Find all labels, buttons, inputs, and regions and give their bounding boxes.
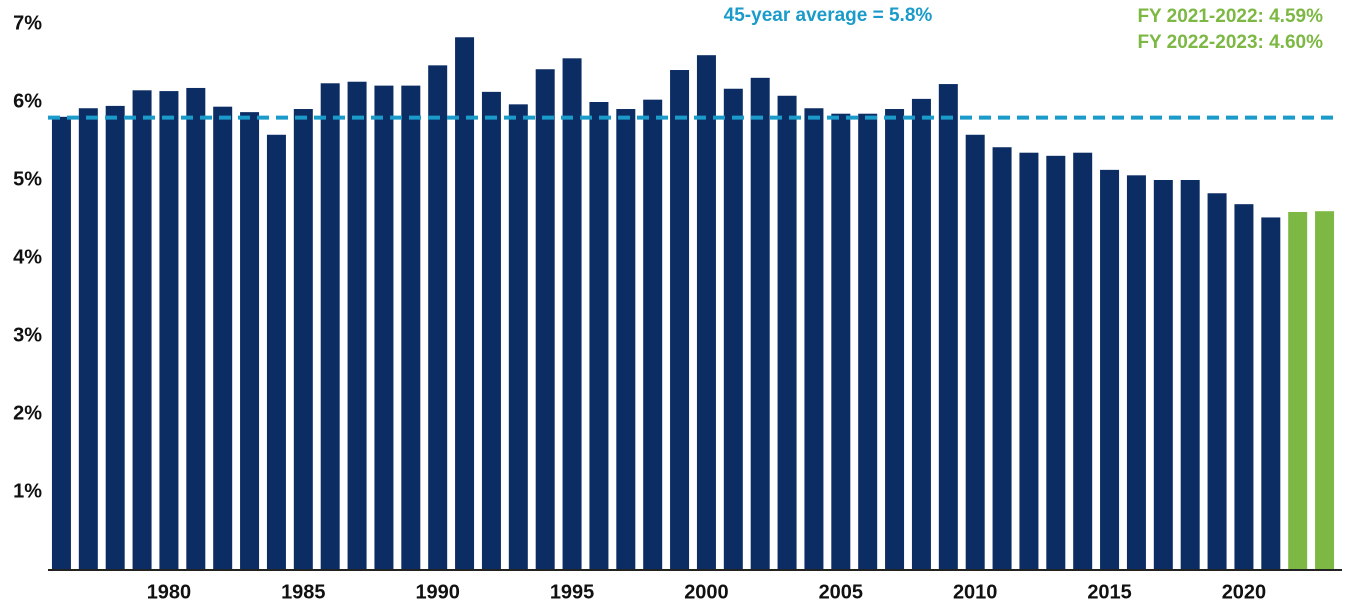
x-tick-label: 1995 <box>550 581 595 603</box>
x-tick-label: 2020 <box>1222 581 1267 603</box>
x-tick-label: 2015 <box>1087 581 1132 603</box>
bar <box>1019 152 1039 570</box>
bar <box>213 106 233 571</box>
average-label: 45-year average = 5.8% <box>724 5 933 26</box>
bar <box>293 109 313 571</box>
bar <box>777 95 797 570</box>
bar <box>643 99 663 570</box>
bar <box>965 134 985 570</box>
bar <box>938 84 958 570</box>
bar <box>347 81 367 570</box>
bar <box>1100 169 1120 571</box>
bar <box>320 83 340 570</box>
bar <box>831 113 851 570</box>
annotation: FY 2022-2023: 4.60% <box>1137 32 1323 53</box>
bar <box>562 58 582 570</box>
annotation: FY 2021-2022: 4.59% <box>1137 6 1323 27</box>
bar <box>1315 211 1335 570</box>
bar <box>159 91 179 570</box>
bar <box>670 70 690 571</box>
bar <box>1234 204 1254 570</box>
bar <box>240 112 260 570</box>
bar <box>481 91 501 571</box>
bar <box>696 55 716 570</box>
x-tick-label: 2010 <box>953 581 998 603</box>
x-tick-label: 2000 <box>684 581 729 603</box>
bar <box>508 104 528 570</box>
bar <box>132 90 152 571</box>
bar <box>804 108 824 571</box>
bar <box>105 105 125 571</box>
bar <box>1046 155 1066 570</box>
bar <box>885 109 905 571</box>
bar <box>266 134 286 570</box>
bar <box>1207 193 1227 570</box>
bar <box>374 85 394 571</box>
bar <box>51 116 71 570</box>
bar <box>992 147 1012 571</box>
bar <box>616 109 636 571</box>
bar <box>1153 180 1173 570</box>
bar <box>455 37 475 570</box>
bar <box>1261 217 1281 570</box>
bar <box>750 77 770 570</box>
y-tick-label: 4% <box>13 246 42 268</box>
bar <box>1126 175 1146 570</box>
y-tick-label: 5% <box>13 168 42 190</box>
x-tick-label: 1990 <box>415 581 460 603</box>
y-tick-label: 3% <box>13 324 42 346</box>
bar <box>1180 180 1200 570</box>
x-tick-label: 2005 <box>819 581 864 603</box>
bar <box>78 108 98 571</box>
x-tick-label: 1985 <box>281 581 326 603</box>
bar <box>858 113 878 570</box>
y-tick-label: 1% <box>13 480 42 502</box>
y-tick-label: 6% <box>13 90 42 112</box>
bar <box>428 65 448 570</box>
bar <box>535 69 555 571</box>
y-tick-label: 7% <box>13 12 42 34</box>
bar <box>723 88 743 571</box>
x-tick-label: 1980 <box>147 581 192 603</box>
bar <box>589 102 609 570</box>
bar <box>911 98 931 570</box>
bar <box>1073 152 1093 570</box>
bar <box>1288 211 1308 571</box>
y-tick-label: 2% <box>13 402 42 424</box>
bar <box>186 87 206 571</box>
bar <box>401 85 421 571</box>
